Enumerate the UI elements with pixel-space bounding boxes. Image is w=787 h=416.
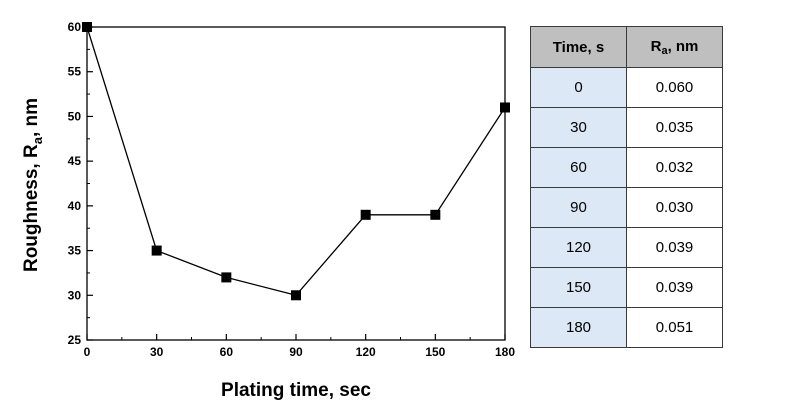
table-row: 0 0.060	[530, 67, 723, 108]
cell-time: 180	[530, 307, 627, 348]
header-time: Time, s	[530, 26, 627, 68]
table-row: 180 0.051	[530, 307, 723, 348]
y-tick-label: 25	[68, 333, 82, 347]
cell-time: 0	[530, 67, 627, 108]
cell-time: 150	[530, 267, 627, 308]
table-row: 90 0.030	[530, 187, 723, 228]
cell-time: 120	[530, 227, 627, 268]
table-row: 60 0.032	[530, 147, 723, 188]
ticks: 0 30 60 90 120 150 180 25 30 35 40 45 50 55 60	[68, 20, 516, 359]
table-row: 150 0.039	[530, 267, 723, 308]
data-point	[291, 290, 301, 301]
cell-time: 90	[530, 187, 627, 228]
data-point	[151, 245, 162, 256]
series-line	[86, 26, 506, 297]
data-point	[221, 272, 232, 283]
header-ra-tail: , nm	[667, 37, 699, 55]
cell-ra: 0.039	[626, 267, 723, 308]
y-axis-title: Roughness, Ra, nm	[21, 98, 45, 272]
x-tick-label: 0	[84, 345, 91, 359]
cell-ra: 0.032	[626, 147, 723, 188]
y-tick-label: 30	[68, 288, 82, 302]
y-tick-label: 45	[68, 154, 82, 168]
header-ra-sub: a	[661, 44, 668, 57]
x-tick-label: 120	[356, 345, 376, 359]
cell-ra: 0.039	[626, 227, 723, 268]
cell-ra: 0.030	[626, 187, 723, 228]
cell-ra: 0.051	[626, 307, 723, 348]
table-row: 30 0.035	[530, 107, 723, 148]
table-header-row: Time, s Ra, nm	[530, 26, 723, 68]
y-tick-label: 40	[68, 199, 82, 213]
header-ra: Ra, nm	[626, 26, 723, 68]
cell-time: 60	[530, 147, 627, 188]
y-tick-label: 50	[68, 109, 82, 123]
data-point	[500, 102, 510, 113]
data-table: Time, s Ra, nm 0 0.060 30 0.035 60 0.032 90…	[530, 26, 723, 348]
cell-ra: 0.035	[626, 107, 723, 148]
x-tick-label: 90	[289, 345, 303, 359]
data-point	[82, 22, 92, 32]
y-tick-label: 55	[68, 65, 82, 79]
y-axis-title-sub: a	[30, 136, 45, 144]
y-tick-label: 60	[68, 20, 82, 34]
cell-ra: 0.060	[626, 67, 723, 108]
y-axis-title-tail: , nm	[21, 98, 42, 137]
data-point	[430, 209, 441, 220]
cell-time: 30	[530, 107, 627, 148]
y-tick-label: 35	[68, 244, 82, 258]
series	[82, 22, 510, 301]
x-tick-label: 180	[495, 345, 515, 359]
x-axis-title: Plating time, sec	[221, 380, 371, 401]
header-ra-main: R	[650, 37, 662, 55]
x-tick-label: 60	[220, 345, 234, 359]
x-tick-label: 30	[150, 345, 164, 359]
roughness-chart: 0 30 60 90 120 150 180 25 30 35 40 45 50 55 60 Plating…	[21, 20, 516, 401]
table-row: 120 0.039	[530, 227, 723, 268]
y-axis-title-main: Roughness, R	[21, 144, 42, 272]
x-tick-label: 150	[425, 345, 445, 359]
data-point	[360, 209, 371, 220]
